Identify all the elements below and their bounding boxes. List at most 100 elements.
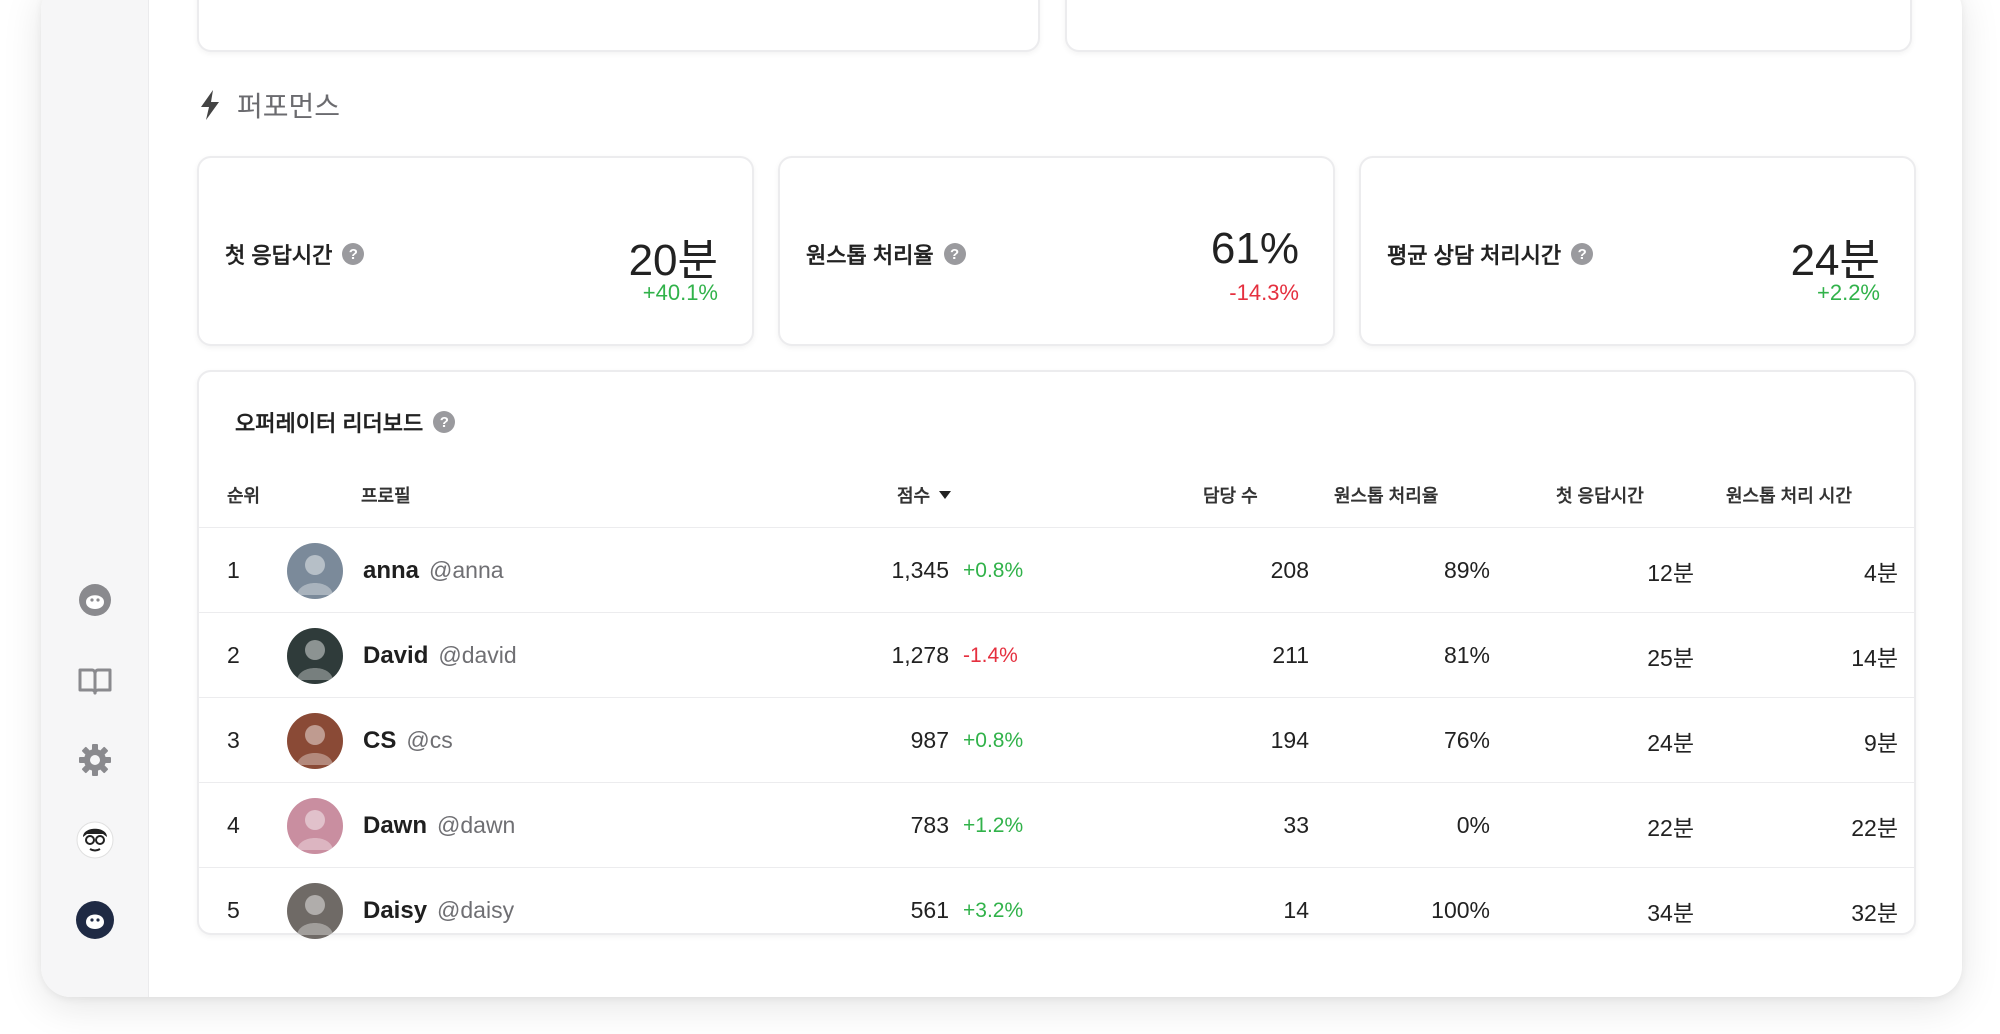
help-icon[interactable]: ? — [342, 243, 365, 265]
metric-change: -14.3% — [1229, 280, 1299, 305]
help-icon[interactable]: ? — [1571, 243, 1594, 265]
score-cell: 783 — [910, 812, 949, 838]
main-content: 퍼포먼스 첫 응답시간 ? 20분 +40.1% 원스톱 처리율 ? 61% -… — [149, 0, 1962, 997]
metric-card: 평균 상담 처리시간 ? 24분 +2.2% — [1359, 156, 1916, 346]
rank-cell: 2 — [227, 642, 240, 668]
metric-change: +2.2% — [1817, 280, 1880, 305]
column-header-profile[interactable]: 프로필 — [361, 486, 411, 506]
score-change: +3.2% — [963, 898, 1024, 922]
channel-avatar-icon[interactable] — [75, 900, 115, 940]
avatar — [287, 542, 343, 599]
rank-cell: 1 — [227, 557, 240, 583]
metric-value: 20분 — [628, 236, 718, 285]
metric-card: 원스톱 처리율 ? 61% -14.3% — [778, 156, 1335, 346]
metric-value: 61% — [1210, 224, 1299, 273]
assigned-cell: 211 — [1272, 642, 1309, 668]
sort-desc-icon — [939, 491, 952, 499]
top-card-right — [1065, 0, 1912, 52]
column-header-rank[interactable]: 순위 — [227, 486, 261, 506]
metric-card: 첫 응답시간 ? 20분 +40.1% — [197, 156, 754, 346]
table-row[interactable]: 3 CS @cs 987 +0.8% 194 76% 24분 9분 — [199, 697, 1914, 782]
onestop-rate-cell: 0% — [1456, 812, 1490, 838]
profile-cell[interactable]: CS @cs — [287, 698, 453, 783]
avatar — [287, 882, 343, 939]
profile-cell[interactable]: anna @anna — [287, 528, 504, 613]
profile-cell[interactable]: Daisy @daisy — [287, 868, 514, 953]
score-cell: 1,345 — [891, 557, 949, 583]
operator-name: CS — [363, 726, 397, 754]
top-card-left — [197, 0, 1040, 52]
section-header: 퍼포먼스 — [199, 85, 340, 125]
app-window: 퍼포먼스 첫 응답시간 ? 20분 +40.1% 원스톱 처리율 ? 61% -… — [41, 0, 1962, 997]
metric-label: 원스톱 처리율 — [806, 243, 934, 268]
rank-cell: 4 — [227, 812, 240, 838]
operator-name: anna — [363, 556, 420, 584]
help-icon[interactable]: ? — [433, 411, 456, 433]
channel-talk-icon[interactable] — [75, 580, 115, 620]
column-header-assigned[interactable]: 담당 수 — [1203, 486, 1258, 506]
book-icon[interactable] — [75, 660, 115, 700]
table-row[interactable]: 1 anna @anna 1,345 +0.8% 208 89% 12분 4분 — [199, 527, 1914, 612]
assigned-cell: 33 — [1283, 812, 1309, 838]
onestop-time-cell: 14분 — [1851, 644, 1898, 671]
operator-handle: @dawn — [437, 812, 516, 838]
user-avatar-icon[interactable] — [75, 820, 115, 860]
first-response-cell: 24분 — [1647, 729, 1694, 756]
operator-handle: @anna — [429, 557, 504, 583]
score-change: +0.8% — [963, 728, 1024, 752]
avatar — [287, 712, 343, 769]
score-change: +1.2% — [963, 813, 1024, 837]
column-header-score[interactable]: 점수 — [897, 482, 952, 508]
rank-cell: 5 — [227, 897, 240, 923]
profile-cell[interactable]: Dawn @dawn — [287, 783, 515, 868]
operator-handle: @david — [438, 642, 517, 668]
avatar — [287, 627, 343, 684]
gear-icon[interactable] — [75, 740, 115, 780]
onestop-time-cell: 32분 — [1851, 899, 1898, 926]
table-row[interactable]: 2 David @david 1,278 -1.4% 211 81% 25분 14분 — [199, 612, 1914, 697]
onestop-time-cell: 9분 — [1864, 729, 1898, 756]
column-header-score-label: 점수 — [897, 486, 931, 506]
score-cell: 561 — [910, 897, 949, 923]
column-header-onestop-time[interactable]: 원스톱 처리 시간 — [1726, 486, 1852, 506]
operator-name: David — [363, 641, 429, 669]
onestop-rate-cell: 89% — [1443, 557, 1490, 583]
profile-cell[interactable]: David @david — [287, 613, 517, 698]
operator-name: Daisy — [363, 896, 428, 924]
sidebar — [41, 0, 149, 997]
assigned-cell: 208 — [1270, 557, 1309, 583]
table-row[interactable]: 5 Daisy @daisy 561 +3.2% 14 100% 34분 32분 — [199, 867, 1914, 952]
operator-handle: @daisy — [437, 897, 515, 923]
help-icon[interactable]: ? — [943, 243, 966, 265]
table-row[interactable]: 4 Dawn @dawn 783 +1.2% 33 0% 22분 22분 — [199, 782, 1914, 867]
onestop-time-cell: 22분 — [1851, 814, 1898, 841]
first-response-cell: 25분 — [1647, 644, 1694, 671]
metric-label: 평균 상담 처리시간 — [1387, 243, 1562, 268]
column-header-onestop-rate[interactable]: 원스톱 처리율 — [1334, 486, 1439, 506]
score-change: +0.8% — [963, 558, 1024, 582]
score-change: -1.4% — [963, 643, 1018, 667]
onestop-rate-cell: 76% — [1443, 727, 1490, 753]
avatar — [287, 797, 343, 854]
leaderboard-card: 오퍼레이터 리더보드 ? 순위 프로필 점수 담당 수 원스톱 처리율 첫 응답… — [197, 370, 1916, 939]
rank-cell: 3 — [227, 727, 240, 753]
operator-handle: @cs — [406, 727, 453, 753]
column-header-first-response[interactable]: 첫 응답시간 — [1556, 486, 1644, 506]
first-response-cell: 12분 — [1647, 559, 1694, 586]
metric-change: +40.1% — [642, 280, 718, 305]
score-cell: 987 — [910, 727, 949, 753]
leaderboard-title: 오퍼레이터 리더보드 — [235, 411, 424, 436]
operator-name: Dawn — [363, 811, 428, 839]
onestop-time-cell: 4분 — [1864, 559, 1898, 586]
section-title: 퍼포먼스 — [237, 91, 341, 122]
assigned-cell: 14 — [1283, 897, 1309, 923]
first-response-cell: 22분 — [1647, 814, 1694, 841]
onestop-rate-cell: 100% — [1431, 897, 1490, 923]
assigned-cell: 194 — [1270, 727, 1309, 753]
first-response-cell: 34분 — [1647, 899, 1694, 926]
onestop-rate-cell: 81% — [1443, 642, 1490, 668]
lightning-icon — [201, 90, 219, 120]
metric-value: 24분 — [1790, 236, 1880, 285]
score-cell: 1,278 — [891, 642, 949, 668]
metric-label: 첫 응답시간 — [225, 243, 333, 268]
